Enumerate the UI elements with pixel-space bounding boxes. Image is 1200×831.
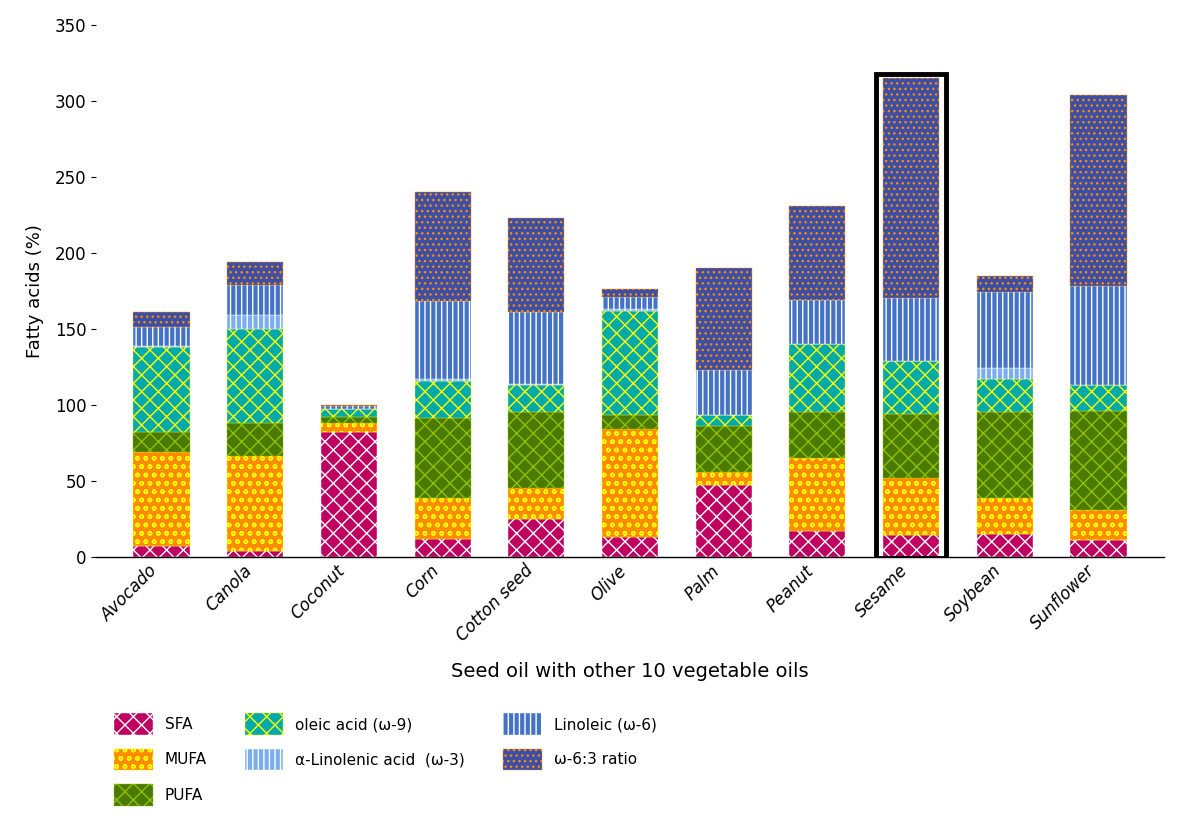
Bar — [133, 546, 190, 557]
Bar — [133, 432, 190, 452]
Bar — [790, 300, 846, 344]
Bar — [883, 298, 940, 361]
Bar — [133, 347, 190, 432]
Bar — [790, 412, 846, 458]
Bar — [509, 384, 564, 385]
Bar — [602, 537, 658, 557]
Bar — [133, 346, 190, 347]
Bar — [133, 327, 190, 346]
Bar — [977, 534, 1033, 557]
Bar — [1070, 287, 1127, 385]
Bar — [414, 538, 470, 557]
Bar — [509, 519, 564, 557]
Bar — [227, 285, 283, 315]
Bar — [602, 311, 658, 416]
Bar — [696, 485, 751, 557]
Bar — [790, 531, 846, 557]
Bar — [883, 361, 940, 414]
Bar — [602, 429, 658, 537]
Bar — [696, 268, 751, 370]
Bar — [790, 458, 846, 531]
Bar — [320, 406, 377, 410]
Bar — [790, 344, 846, 412]
Bar — [696, 472, 751, 485]
Bar — [602, 289, 658, 297]
Bar — [133, 452, 190, 546]
Bar — [1070, 509, 1127, 540]
Bar — [509, 489, 564, 519]
Bar — [876, 74, 946, 558]
Bar — [414, 381, 470, 419]
Bar — [227, 262, 283, 285]
Bar — [977, 379, 1033, 412]
Bar — [696, 416, 751, 426]
Bar — [883, 478, 940, 535]
Bar — [320, 410, 377, 417]
Bar — [696, 370, 751, 416]
Bar — [977, 276, 1033, 293]
Bar — [883, 414, 940, 478]
Bar — [227, 551, 283, 557]
Bar — [414, 498, 470, 538]
Bar — [414, 192, 470, 302]
Bar — [133, 312, 190, 327]
Bar — [1070, 540, 1127, 557]
Bar — [320, 405, 377, 406]
Bar — [1070, 411, 1127, 509]
Bar — [414, 419, 470, 498]
Bar — [602, 297, 658, 309]
Bar — [227, 456, 283, 551]
Bar — [883, 535, 940, 557]
Bar — [790, 206, 846, 300]
Bar — [977, 293, 1033, 368]
Bar — [227, 423, 283, 456]
Bar — [696, 426, 751, 472]
Bar — [320, 432, 377, 557]
Y-axis label: Fatty acids (%): Fatty acids (%) — [25, 224, 43, 358]
Bar — [227, 315, 283, 329]
Bar — [602, 309, 658, 311]
Bar — [320, 417, 377, 423]
Bar — [414, 379, 470, 381]
Bar — [320, 423, 377, 432]
X-axis label: Seed oil with other 10 vegetable oils: Seed oil with other 10 vegetable oils — [451, 662, 809, 681]
Bar — [414, 302, 470, 379]
Bar — [883, 78, 940, 298]
Bar — [977, 412, 1033, 498]
Bar — [509, 218, 564, 312]
Bar — [509, 312, 564, 384]
Legend: SFA, MUFA, PUFA, oleic acid (ω-9), α-Linolenic acid  (ω-3), Linoleic (ω-6), ω-6:: SFA, MUFA, PUFA, oleic acid (ω-9), α-Lin… — [114, 713, 656, 806]
Bar — [1070, 95, 1127, 287]
Bar — [509, 385, 564, 412]
Bar — [509, 412, 564, 489]
Bar — [602, 416, 658, 429]
Bar — [977, 498, 1033, 534]
Bar — [1070, 385, 1127, 411]
Bar — [227, 329, 283, 423]
Bar — [977, 368, 1033, 379]
